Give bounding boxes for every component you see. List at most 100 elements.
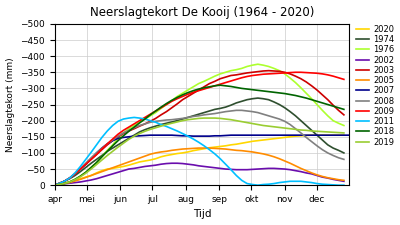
2005	[196, 147, 201, 149]
2008	[234, 109, 239, 112]
Line: 2005: 2005	[54, 148, 344, 185]
2003	[52, 184, 57, 187]
2002	[121, 169, 126, 172]
2018	[314, 100, 319, 103]
2005	[121, 162, 126, 165]
2007	[347, 134, 352, 137]
2019	[314, 130, 319, 133]
2019	[342, 132, 346, 134]
2008	[159, 119, 164, 122]
2019	[336, 131, 341, 134]
1976	[121, 132, 126, 134]
2003	[314, 89, 319, 91]
Line: 2020: 2020	[54, 135, 344, 185]
1976	[83, 171, 88, 174]
Line: 1974: 1974	[54, 98, 344, 185]
2002	[314, 174, 319, 177]
2002	[159, 163, 164, 166]
Line: 2008: 2008	[54, 110, 344, 185]
2019	[202, 117, 206, 119]
2008	[83, 162, 88, 164]
2009	[314, 72, 319, 75]
1974	[256, 97, 260, 99]
1974	[121, 140, 126, 143]
2020	[309, 134, 314, 137]
2005	[336, 178, 341, 181]
2011	[336, 184, 341, 187]
2011	[164, 125, 169, 128]
2018	[336, 106, 341, 109]
2018	[52, 184, 57, 187]
1974	[342, 152, 346, 154]
2003	[83, 163, 88, 166]
2019	[121, 142, 126, 145]
Legend: 2020, 1974, 1976, 2002, 2003, 2005, 2007, 2008, 2009, 2011, 2018, 2019: 2020, 1974, 1976, 2002, 2003, 2005, 2007…	[356, 25, 394, 146]
2007	[164, 134, 169, 137]
2002	[105, 174, 110, 177]
2008	[342, 158, 346, 161]
2011	[314, 182, 319, 185]
1976	[105, 149, 110, 152]
2005	[83, 176, 88, 179]
2005	[159, 151, 164, 153]
2009	[336, 76, 341, 79]
2007	[250, 134, 255, 137]
2020	[52, 184, 57, 187]
2019	[83, 172, 88, 175]
2011	[121, 118, 126, 120]
Line: 2018: 2018	[54, 85, 344, 185]
2018	[218, 84, 223, 87]
Line: 2019: 2019	[54, 118, 344, 185]
2003	[336, 109, 341, 112]
2003	[121, 132, 126, 135]
2011	[105, 130, 110, 132]
Line: 2002: 2002	[54, 163, 344, 185]
1976	[256, 63, 260, 65]
Y-axis label: Neerslagtekort (mm): Neerslagtekort (mm)	[6, 57, 14, 152]
2005	[52, 184, 57, 187]
1974	[52, 184, 57, 187]
2002	[336, 179, 341, 182]
2020	[121, 165, 126, 168]
1974	[159, 123, 164, 126]
1974	[314, 134, 319, 137]
Line: 2009: 2009	[54, 72, 344, 185]
2002	[52, 184, 57, 187]
2019	[52, 184, 57, 187]
2007	[52, 184, 57, 187]
2020	[336, 134, 341, 137]
1974	[83, 166, 88, 169]
Line: 2007: 2007	[54, 135, 349, 185]
2002	[83, 180, 88, 182]
2020	[105, 168, 110, 170]
2019	[105, 154, 110, 157]
2003	[105, 144, 110, 146]
2020	[314, 134, 319, 137]
2008	[336, 156, 341, 159]
2011	[132, 116, 136, 119]
Title: Neerslagtekort De Kooij (1964 - 2020): Neerslagtekort De Kooij (1964 - 2020)	[90, 6, 314, 18]
2005	[314, 173, 319, 176]
1976	[52, 184, 57, 187]
2011	[52, 184, 57, 187]
2009	[121, 129, 126, 132]
2009	[83, 163, 88, 166]
2020	[159, 155, 164, 158]
2003	[159, 113, 164, 116]
2007	[282, 134, 287, 137]
1976	[342, 124, 346, 127]
Line: 2011: 2011	[54, 117, 344, 185]
2020	[83, 176, 88, 178]
X-axis label: Tijd: Tijd	[193, 209, 211, 219]
2008	[105, 142, 110, 145]
2018	[105, 150, 110, 153]
2009	[293, 71, 298, 74]
1976	[336, 122, 341, 125]
2007	[148, 134, 153, 137]
2008	[121, 132, 126, 134]
2019	[159, 125, 164, 128]
2003	[266, 69, 271, 72]
2018	[83, 171, 88, 174]
2007	[223, 134, 228, 137]
2009	[342, 78, 346, 81]
